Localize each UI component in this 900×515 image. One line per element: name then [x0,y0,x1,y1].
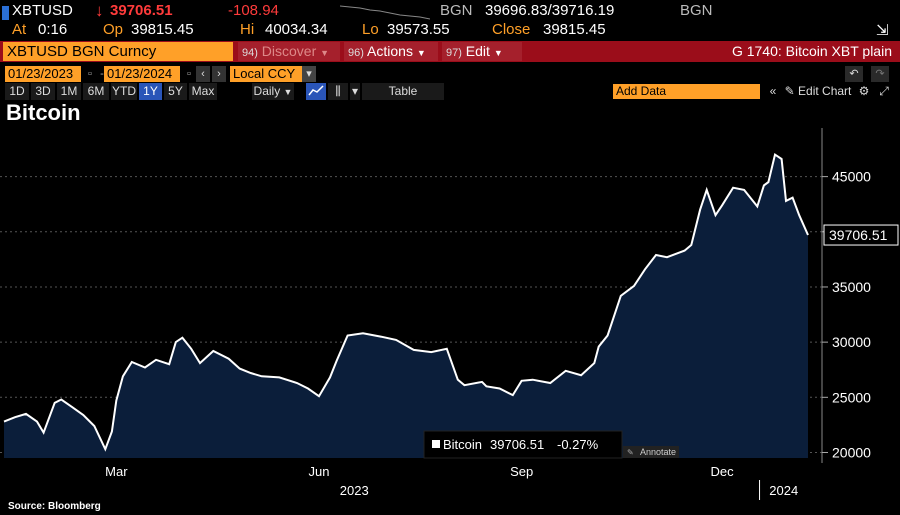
period-button-5y[interactable]: 5Y [164,83,187,100]
legend-value: 39706.51 [490,437,544,452]
high-label: Hi [240,21,255,38]
last-value-label: 39706.51 [829,227,888,243]
calendar-icon[interactable]: ▫ [182,66,196,82]
chevron-down-icon: ▼ [493,48,503,58]
collapse-icon[interactable]: « [765,83,781,100]
low-label: Lo [362,21,379,38]
actions-label: Actions [367,43,413,59]
close-value: 39815.45 [543,21,606,38]
close-label: Close [492,21,531,38]
calendar-icon[interactable]: ▫ [83,66,97,82]
ticker-marker [2,6,9,20]
x-tick-label: Dec [711,464,735,479]
table-button[interactable]: Table [362,83,444,100]
frequency-label: Daily [253,84,281,98]
last-value-tag: 39706.51 [823,224,899,246]
y-tick-label: 25000 [832,389,871,405]
edit-num: 97) [446,47,462,59]
y-tick-label: 35000 [832,279,871,295]
price-area [4,154,808,458]
ticker[interactable]: XBTUSD [12,2,73,19]
frequency-select[interactable]: Daily ▼ [252,83,294,100]
actions-menu[interactable]: 96) Actions ▼ [344,42,438,61]
pricing-source-2: BGN [680,2,713,19]
legend-name: Bitcoin [443,437,482,452]
x-tick-label: Jun [309,464,330,479]
chevron-down-icon: ▼ [283,87,293,97]
end-date-input[interactable]: 01/23/2024 [104,66,180,82]
annotate-label: Annotate [640,447,676,457]
x-tick-label: Mar [105,464,128,479]
pencil-icon: ✎ [627,448,634,457]
menu-bar: XBTUSD BGN Curncy 94) Discover ▼ 96) Act… [0,41,900,62]
edit-chart-button[interactable]: ✎ Edit Chart [783,83,853,100]
net-change: -108.94 [228,2,279,19]
legend[interactable]: Bitcoin 39706.51 -0.27% [423,430,623,459]
last-price: 39706.51 [110,2,173,19]
down-arrow-icon: ↓ [95,1,104,20]
price-line [3,152,809,452]
x-year-label: 2024 [769,483,798,498]
y-tick-label: 20000 [832,444,871,460]
pencil-icon: ✎ [784,84,795,98]
toolbar: Table Daily ▼ ⫼ ▾ Add Data « ✎ Edit Char… [0,83,900,100]
bar-type-icon[interactable]: ⫼ [328,83,348,100]
currency-select[interactable]: Local CCY [230,66,302,82]
period-button-1d[interactable]: 1D [5,83,29,100]
y-tick-label: 30000 [832,334,871,350]
price-chart[interactable]: 20000 25000 30000 35000 45000 Mar Jun Sep Dec 20… [0,128,900,500]
x-year-label: 2023 [340,483,369,498]
chevron-down-icon: ▼ [320,48,330,58]
undo-icon[interactable]: ↶ [845,66,863,82]
low-value: 39573.55 [387,21,450,38]
add-data-input[interactable]: Add Data [613,84,760,99]
x-axis: Mar Jun Sep Dec 2023 2024 [105,464,798,500]
chart-title: Bitcoin [6,100,81,125]
start-date-input[interactable]: 01/23/2023 [5,66,81,82]
security-field[interactable]: XBTUSD BGN Curncy [3,42,233,61]
discover-menu[interactable]: 94) Discover ▼ [238,42,340,61]
period-button-max[interactable]: Max [189,83,217,100]
at-value: 0:16 [38,21,68,38]
sparkline-icon [340,5,430,20]
discover-label: Discover [261,43,317,59]
legend-swatch [432,440,440,448]
chevron-down-icon[interactable]: ▾ [302,66,316,82]
next-period-icon[interactable]: › [212,66,226,82]
graph-title: G 1740: Bitcoin XBT plain [731,43,892,59]
y-axis: 20000 25000 30000 35000 45000 [822,169,871,460]
open-label: Op [103,21,124,38]
prev-period-icon[interactable]: ‹ [196,66,210,82]
chevron-down-icon: ▼ [416,48,426,58]
period-button-6m[interactable]: 6M [83,83,109,100]
open-value: 39815.45 [131,21,194,38]
chevron-down-icon[interactable]: ▾ [350,83,360,100]
pricing-source: BGN [440,2,473,19]
settings-icon[interactable]: ⚙ [857,83,871,100]
period-button-1y[interactable]: 1Y [139,83,162,100]
period-button-3d[interactable]: 3D [31,83,55,100]
expand-icon[interactable]: ⤢ [876,83,892,100]
redo-icon[interactable]: ↷ [871,66,889,82]
period-button-ytd[interactable]: YTD [111,83,137,100]
date-bar: 01/23/2023 ▫ - 01/23/2024 ▫ ‹ › Local CC… [0,65,900,83]
x-tick-label: Sep [510,464,533,479]
edit-label: Edit [465,43,490,59]
line-chart-icon[interactable] [306,83,326,100]
annotate-button[interactable]: ✎ Annotate [623,446,679,458]
y-tick-label: 45000 [832,169,871,185]
source-note: Source: Bloomberg [8,501,101,512]
edit-menu[interactable]: 97) Edit ▼ [442,42,522,61]
quote-row-2: At 0:16 Op 39815.45 Hi 40034.34 Lo 39573… [0,21,900,40]
actions-num: 96) [348,47,364,59]
high-value: 40034.34 [265,21,328,38]
edit-chart-label: Edit Chart [798,84,852,98]
period-button-1m[interactable]: 1M [57,83,81,100]
quote-row-1: XBTUSD ↓ 39706.51 -108.94 BGN 39696.83/3… [0,1,900,21]
at-label: At [12,21,27,38]
legend-change: -0.27% [557,437,599,452]
discover-num: 94) [242,47,258,59]
popout-icon[interactable]: ⇲ [876,22,889,39]
bid-ask: 39696.83/39716.19 [485,2,615,19]
